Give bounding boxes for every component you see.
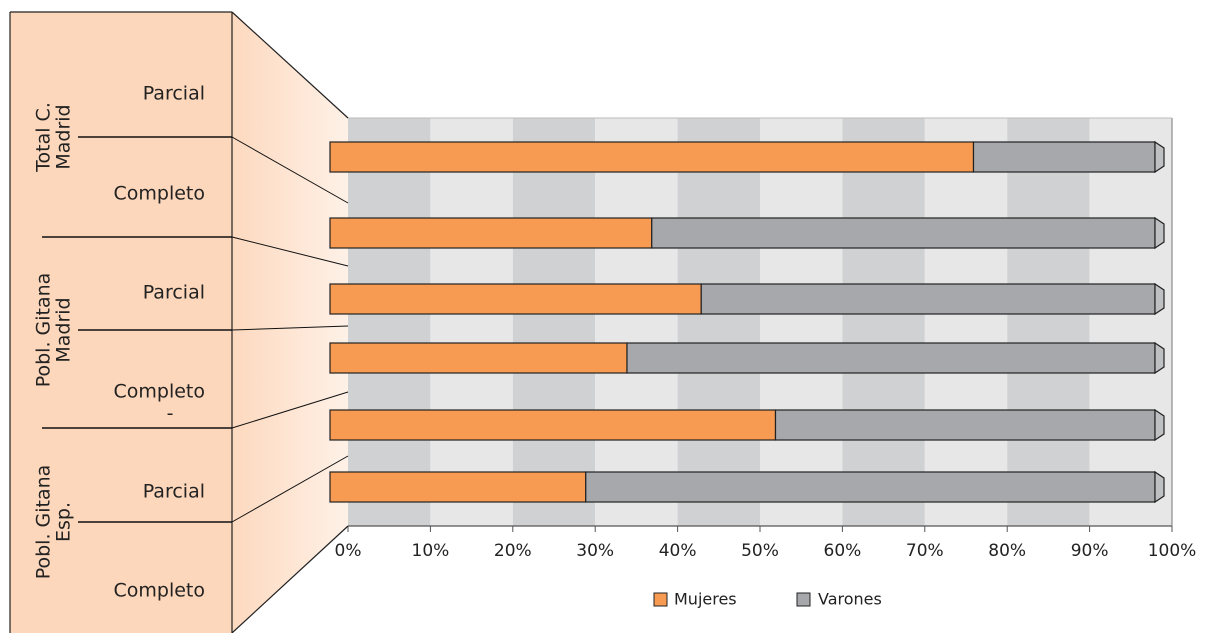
bar-end-cap [1154, 470, 1165, 504]
label-panel [10, 12, 232, 633]
group-label-line2: Esp. [53, 502, 75, 542]
x-tick-label: 0% [335, 541, 362, 561]
fan-top-edge [231, 11, 349, 119]
row-connector [231, 391, 349, 429]
group-label-line1: Total C. [33, 102, 55, 173]
legend-swatch [796, 592, 811, 607]
bar-segment-varones [651, 217, 1156, 249]
legend-label: Varones [818, 590, 882, 609]
x-tick-label: 60% [824, 541, 862, 561]
grid-band [842, 118, 925, 526]
grid-band [1007, 118, 1090, 526]
row-label: Completo [113, 381, 205, 403]
row-label: Completo [113, 580, 205, 602]
grid-band [677, 118, 760, 526]
grid-band [512, 118, 596, 526]
x-tick-label: 100% [1148, 541, 1197, 561]
grid-band [924, 118, 1008, 526]
grid-band [595, 118, 678, 526]
bar-segment-mujeres [329, 409, 777, 441]
x-tick-label: 20% [494, 541, 532, 561]
x-tick-label: 40% [659, 541, 697, 561]
group-label-line2: Madrid [53, 297, 75, 362]
perspective-fan [232, 12, 348, 633]
bar-segment-varones [774, 409, 1156, 441]
grid-band [760, 118, 843, 526]
group-label-line1: Pobl. Gitana [33, 465, 55, 580]
row-connector [231, 236, 349, 267]
x-tick-label: 50% [741, 541, 779, 561]
bar-segment-mujeres [329, 217, 653, 249]
row-label: Completo [113, 183, 205, 205]
bar-segment-mujeres [329, 283, 702, 315]
bar-segment-varones [626, 342, 1156, 374]
grid-band [1089, 118, 1172, 526]
legend-label: Mujeres [674, 590, 737, 609]
bar-end-cap [1154, 216, 1165, 250]
x-tick-label: 30% [576, 541, 614, 561]
row-label: Parcial [143, 83, 205, 105]
group-label-line2: Madrid [53, 104, 75, 169]
bar-end-cap [1154, 282, 1165, 316]
x-tick-label: 90% [1071, 541, 1109, 561]
bar-segment-mujeres [329, 141, 975, 173]
row-connector [231, 455, 349, 523]
row-label: Parcial [143, 481, 205, 503]
row-label: Parcial [143, 282, 205, 304]
group-label-line1: Pobl. Gitana [33, 273, 55, 388]
row-connector [231, 136, 349, 204]
x-tick-label: 80% [988, 541, 1026, 561]
row-connector [231, 325, 349, 331]
bar-end-cap [1154, 408, 1165, 442]
bar-segment-varones [700, 283, 1156, 315]
x-tick-label: 10% [412, 541, 450, 561]
bar-segment-varones [585, 471, 1156, 503]
bar-segment-mujeres [329, 471, 587, 503]
bar-end-cap [1154, 341, 1165, 375]
legend-swatch [653, 592, 668, 607]
bar-segment-mujeres [329, 342, 628, 374]
bar-segment-varones [972, 141, 1156, 173]
grid-band [348, 118, 431, 526]
stray-mark: - [167, 403, 174, 425]
grid-band [430, 118, 513, 526]
bar-end-cap [1154, 140, 1165, 174]
x-tick-label: 70% [906, 541, 944, 561]
fan-bottom-edge [231, 525, 349, 633]
